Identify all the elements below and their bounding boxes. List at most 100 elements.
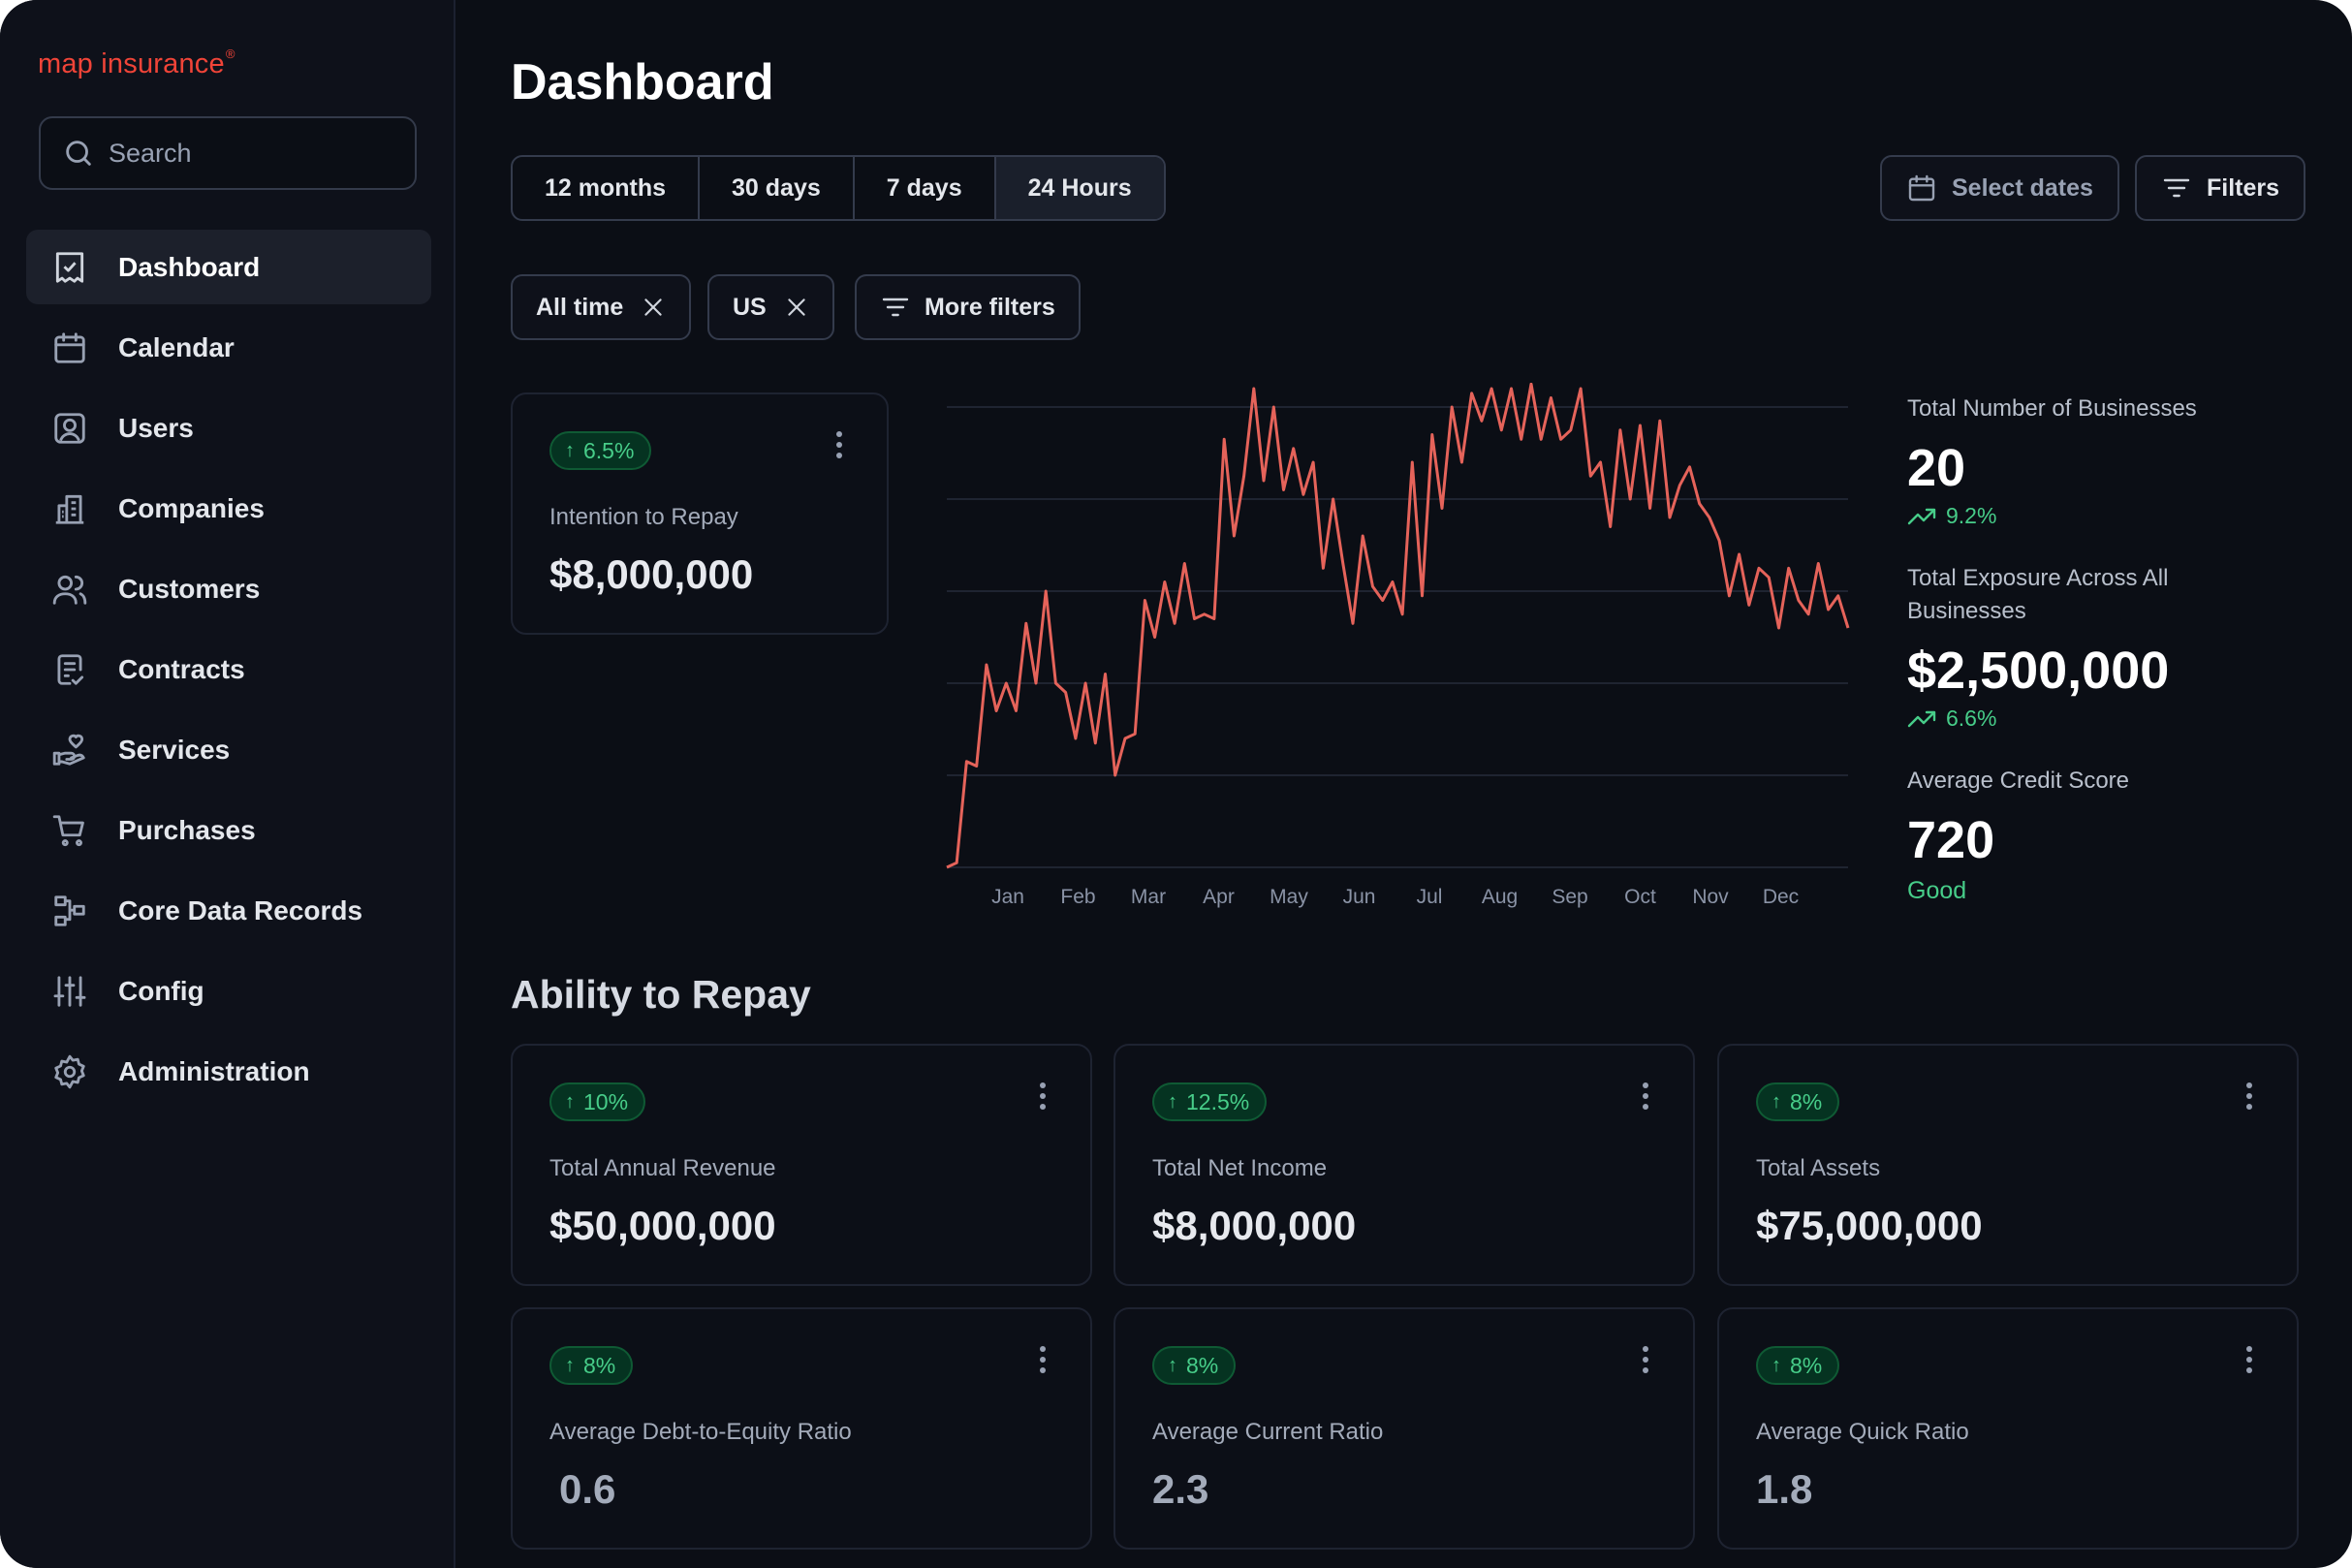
sidebar-item-services[interactable]: Services (26, 712, 431, 787)
sidebar-item-core-data-records[interactable]: Core Data Records (26, 873, 431, 948)
trend-up-icon (1907, 710, 1936, 727)
filters-button[interactable]: Filters (2135, 155, 2306, 221)
sidebar-item-dashboard[interactable]: Dashboard (26, 230, 431, 304)
x-tick-label: Nov (1692, 886, 1729, 908)
filter-lines-icon (2163, 178, 2190, 198)
card-label: Intention to Repay (549, 504, 738, 530)
sidebar-item-calendar[interactable]: Calendar (26, 310, 431, 385)
sidebar-item-customers[interactable]: Customers (26, 551, 431, 626)
kpi-change: 6.6% (1907, 706, 2334, 732)
change-badge: ↑ 10% (549, 1082, 646, 1121)
sidebar: map insurance® Search Dashboard Calendar… (0, 0, 455, 1568)
filters-label: Filters (2207, 173, 2280, 202)
x-tick-label: Jan (991, 886, 1024, 908)
x-tick-label: Mar (1131, 886, 1166, 908)
sidebar-item-label: Dashboard (118, 251, 261, 282)
change-badge: ↑ 8% (1756, 1082, 1840, 1121)
sidebar-item-config[interactable]: Config (26, 954, 431, 1028)
x-tick-label: Jul (1417, 886, 1443, 908)
filter-chip-all-time[interactable]: All time (511, 274, 692, 340)
filter-lines-icon (882, 298, 909, 317)
main-content: Dashboard 12 months 30 days 7 days 24 Ho… (457, 0, 2352, 1568)
card-label: Average Quick Ratio (1756, 1419, 1969, 1445)
sidebar-item-label: Services (118, 734, 231, 765)
card-label: Average Debt-to-Equity Ratio (549, 1419, 852, 1445)
card-value: $75,000,000 (1756, 1203, 1983, 1248)
sidebar-item-users[interactable]: Users (26, 391, 431, 465)
kpi-label: Average Credit Score (1907, 768, 2130, 794)
sidebar-item-label: Contracts (118, 653, 245, 684)
kpi-panel: Total Number of Businesses 20 9.2% Total… (1907, 392, 2334, 905)
search-input[interactable]: Search (39, 116, 417, 190)
calendar-icon (54, 331, 85, 363)
tab-30-days[interactable]: 30 days (700, 157, 855, 219)
trend-up-icon (1907, 508, 1936, 524)
tab-12-months[interactable]: 12 months (513, 157, 701, 219)
filter-chip-us[interactable]: US (707, 274, 834, 340)
metric-card: ↑ 8% Average Quick Ratio 1.8 (1717, 1307, 2299, 1550)
x-tick-label: Dec (1763, 886, 1799, 908)
sidebar-item-label: Core Data Records (118, 894, 363, 925)
calendar-icon (1908, 174, 1935, 202)
card-label: Total Net Income (1152, 1155, 1328, 1181)
sidebar-item-administration[interactable]: Administration (26, 1034, 431, 1109)
arrow-up-icon: ↑ (1168, 1090, 1177, 1113)
more-options-icon[interactable] (834, 431, 844, 462)
tab-24-hours[interactable]: 24 Hours (995, 157, 1164, 219)
tab-7-days[interactable]: 7 days (855, 157, 996, 219)
arrow-up-icon: ↑ (565, 1354, 575, 1376)
search-placeholder: Search (109, 138, 192, 168)
users-icon (52, 575, 87, 605)
file-check-icon (57, 653, 84, 685)
kpi-value: 20 (1907, 439, 1966, 497)
sidebar-nav: Dashboard Calendar Users Companies Custo… (26, 230, 431, 1114)
sidebar-item-contracts[interactable]: Contracts (26, 632, 431, 706)
more-options-icon[interactable] (2244, 1346, 2254, 1377)
more-options-icon[interactable] (1641, 1346, 1650, 1377)
change-badge: ↑ 6.5% (549, 431, 652, 470)
building-icon (55, 494, 84, 524)
metric-card: ↑ 8% Average Current Ratio 2.3 (1113, 1307, 1695, 1550)
more-options-icon[interactable] (2244, 1082, 2254, 1113)
card-value: 0.6 (559, 1466, 616, 1512)
change-badge: ↑ 8% (549, 1346, 634, 1385)
user-square-icon (54, 412, 85, 444)
badge-value: 8% (1790, 1088, 1823, 1114)
more-options-icon[interactable] (1038, 1082, 1048, 1113)
sliders-icon (53, 975, 86, 1007)
card-value: 1.8 (1756, 1466, 1813, 1512)
more-filters-button[interactable]: More filters (855, 274, 1081, 340)
settings-icon (54, 1054, 85, 1088)
change-badge: ↑ 8% (1756, 1346, 1840, 1385)
more-options-icon[interactable] (1641, 1082, 1650, 1113)
filter-chip-label: US (733, 293, 767, 321)
change-badge: ↑ 8% (1152, 1346, 1237, 1385)
sidebar-item-companies[interactable]: Companies (26, 471, 431, 546)
kpi-value: 720 (1907, 811, 1995, 869)
close-icon[interactable] (784, 295, 809, 320)
select-dates-button[interactable]: Select dates (1880, 155, 2119, 221)
card-value: $8,000,000 (549, 551, 754, 597)
select-dates-label: Select dates (1952, 173, 2093, 202)
sidebar-item-label: Companies (118, 492, 265, 523)
card-value: 2.3 (1152, 1466, 1209, 1512)
more-options-icon[interactable] (1038, 1346, 1048, 1377)
chart-svg: Jan Feb Mar Apr May Jun Jul Aug Sep Oct Nov Dec (946, 382, 1850, 908)
kpi-label: Total Number of Businesses (1907, 395, 2197, 422)
page-title: Dashboard (511, 54, 774, 110)
close-icon[interactable] (641, 295, 666, 320)
x-tick-label: May (1270, 886, 1308, 908)
filter-chip-label: All time (536, 293, 624, 321)
badge-value: 8% (583, 1352, 616, 1378)
brand-logo[interactable]: map insurance® (38, 47, 235, 79)
kpi-change-value: 6.6% (1946, 706, 1997, 731)
credit-rating: Good (1907, 877, 1967, 904)
arrow-up-icon: ↑ (1772, 1354, 1781, 1376)
metric-card: ↑ 10% Total Annual Revenue $50,000,000 (511, 1044, 1092, 1286)
sidebar-item-label: Calendar (118, 331, 235, 362)
badge-value: 10% (583, 1088, 629, 1114)
sidebar-item-purchases[interactable]: Purchases (26, 793, 431, 867)
sidebar-item-label: Purchases (118, 814, 256, 845)
section-title: Ability to Repay (511, 972, 811, 1017)
kpi-change: 9.2% (1907, 503, 2334, 529)
